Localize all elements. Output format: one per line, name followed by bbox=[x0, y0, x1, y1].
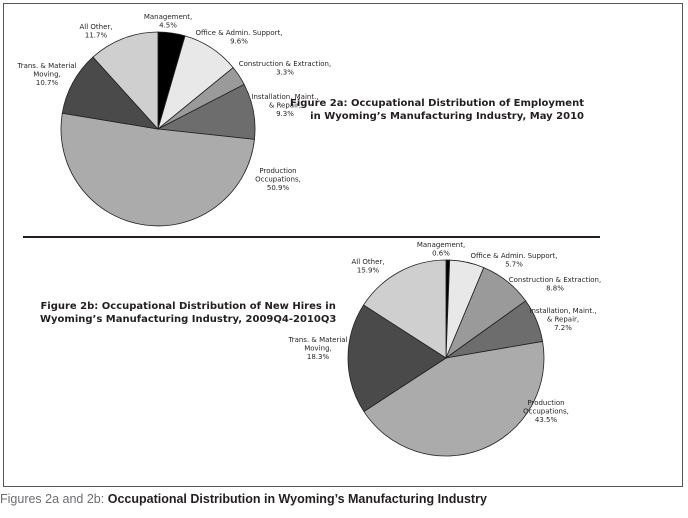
chart-title-2a: Figure 2a: Occupational Distribution of … bbox=[290, 97, 584, 123]
slice-label-2b-trans-material-moving: Trans. & Material Moving, 18.3% bbox=[287, 336, 347, 361]
slice-label-2a-trans-material-moving: Trans. & Material Moving, 10.7% bbox=[16, 62, 76, 87]
pie-slice-2b-trans-material-moving bbox=[347, 304, 447, 413]
figure-caption: Figures 2a and 2b: Occupational Distribu… bbox=[0, 492, 487, 506]
slice-label-2b-management: Management, 0.6% bbox=[417, 241, 465, 258]
pie-slice-2b-production-occupations bbox=[363, 340, 545, 457]
pie-chart-2b: Management, 0.6% Office & Admin. Support, 5… bbox=[287, 241, 601, 457]
slice-label-2a-construction-extraction: Construction & Extraction, 3.3% bbox=[239, 60, 331, 77]
slice-label-2b-construction-extraction: Construction & Extraction, 8.8% bbox=[509, 276, 601, 293]
chart-title-2b-line-2: Wyoming’s Manufacturing Industry, 2009Q4… bbox=[40, 314, 337, 325]
caption-main: Occupational Distribution in Wyoming’s M… bbox=[107, 492, 487, 506]
caption-prefix: Figures 2a and 2b: bbox=[0, 492, 108, 506]
chart-title-2a-line-1: Figure 2a: Occupational Distribution of … bbox=[290, 98, 584, 109]
figure-divider bbox=[23, 236, 600, 238]
chart-title-2b: Figure 2b: Occupational Distribution of … bbox=[40, 300, 336, 326]
figure-frame bbox=[3, 3, 683, 487]
pie-slice-2a-all-other bbox=[92, 31, 159, 131]
pie-slice-2b-all-other bbox=[363, 259, 447, 359]
slice-label-2b-installation-maint-repair: Installation, Maint., & Repair, 7.2% bbox=[529, 307, 596, 332]
pie-slice-2a-production-occupations bbox=[60, 112, 255, 227]
slice-label-2b-all-other: All Other, 15.9% bbox=[351, 258, 384, 275]
slice-label-2a-office-admin-support: Office & Admin. Support, 9.6% bbox=[196, 29, 283, 46]
slice-label-2b-office-admin-support: Office & Admin. Support, 5.7% bbox=[471, 252, 558, 269]
slice-label-2a-all-other: All Other, 11.7% bbox=[79, 23, 112, 40]
pie-chart-2a: Management, 4.5%Office & Admin. Support, 9… bbox=[16, 13, 331, 227]
chart-title-2b-line-1: Figure 2b: Occupational Distribution of … bbox=[40, 301, 336, 312]
slice-label-2a-production-occupations: Production Occupations, 50.9% bbox=[255, 167, 301, 192]
chart-title-2a-line-2: in Wyoming’s Manufacturing Industry, May… bbox=[310, 111, 584, 122]
slice-label-2a-management: Management, 4.5% bbox=[144, 13, 192, 30]
slice-label-2b-production-occupations: Production Occupations, 43.5% bbox=[523, 399, 569, 424]
slice-label-2a-installation-maint-repair: Installation, Maint., & Repair, 9.3% bbox=[251, 93, 318, 118]
